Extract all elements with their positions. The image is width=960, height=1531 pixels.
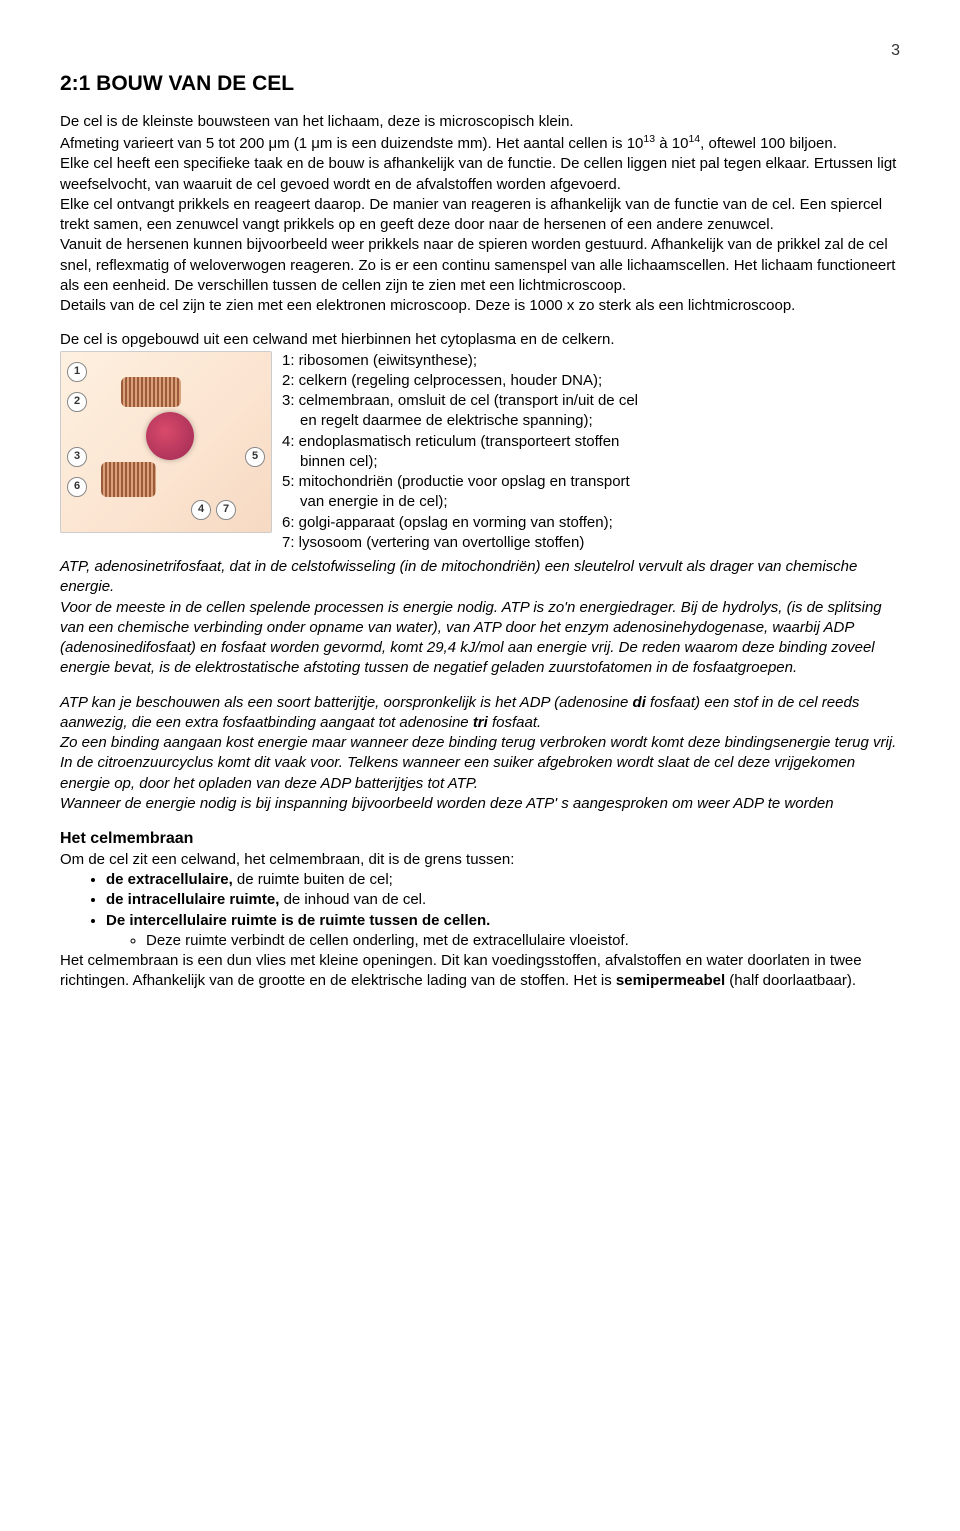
cell-label-4: 4 [191,500,211,520]
membrane-item-intercellular: De intercellulaire ruimte is de ruimte t… [106,911,900,952]
paragraph-atp-1: ATP, adenosinetrifosfaat, dat in de cels… [60,557,900,679]
membrane-item-intracellular: de intracellulaire ruimte, de inhoud van… [106,890,900,910]
cell-item-2: 2: celkern (regeling celprocessen, houde… [282,371,900,391]
cell-item-4a: 4: endoplasmatisch reticulum (transporte… [282,432,900,452]
cell-item-5a: 5: mitochondriën (productie voor opslag … [282,472,900,492]
paragraph-cell-structure: De cel is opgebouwd uit een celwand met … [60,330,900,350]
cell-item-7: 7: lysosoom (vertering van overtollige s… [282,533,900,553]
cell-label-3: 3 [67,447,87,467]
cell-item-1: 1: ribosomen (eiwitsynthese); [282,351,900,371]
cell-diagram: 1 2 3 6 5 4 7 [60,351,272,533]
cell-item-4b: binnen cel); [282,452,900,472]
cell-label-6: 6 [67,477,87,497]
cell-parts-list: 1: ribosomen (eiwitsynthese); 2: celkern… [282,351,900,554]
membrane-intro: Om de cel zit een celwand, het celmembra… [60,850,900,870]
cell-label-5: 5 [245,447,265,467]
cell-item-3a: 3: celmembraan, omsluit de cel (transpor… [282,391,900,411]
cell-diagram-section: 1 2 3 6 5 4 7 1: ribosomen (eiwitsynthes… [60,351,900,554]
paragraph-intro: De cel is de kleinste bouwsteen van het … [60,112,900,317]
membrane-subitem: Deze ruimte verbindt de cellen onderling… [146,931,900,951]
page-number: 3 [60,40,900,62]
cell-item-3b: en regelt daarmee de elektrische spannin… [282,411,900,431]
cell-label-7: 7 [216,500,236,520]
cell-item-6: 6: golgi-apparaat (opslag en vorming van… [282,513,900,533]
membrane-outro: Het celmembraan is een dun vlies met kle… [60,951,900,992]
cell-label-1: 1 [67,362,87,382]
membrane-list: de extracellulaire, de ruimte buiten de … [60,870,900,951]
cell-label-2: 2 [67,392,87,412]
heading-membrane: Het celmembraan [60,828,900,850]
paragraph-atp-2: ATP kan je beschouwen als een soort batt… [60,693,900,815]
heading-main: 2:1 BOUW VAN DE CEL [60,70,900,98]
cell-item-5b: van energie in de cel); [282,492,900,512]
membrane-item-extracellular: de extracellulaire, de ruimte buiten de … [106,870,900,890]
